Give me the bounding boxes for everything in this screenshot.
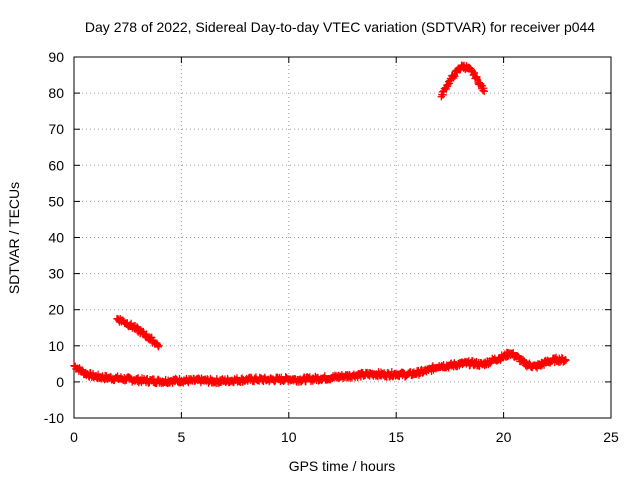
axis-ticks: 0 5 10 15 20 25 -10 0 10 20 30 40 50 60 70 80 90: [44, 49, 619, 445]
y-tick-label: 0: [56, 374, 64, 390]
x-tick-label: 10: [281, 429, 297, 445]
y-tick-label: 40: [48, 230, 64, 246]
y-axis-label: SDTVAR / TECUs: [6, 182, 22, 294]
data-point-fill: [561, 355, 569, 364]
x-tick-label: 15: [388, 429, 404, 445]
x-axis-label: GPS time / hours: [289, 458, 396, 474]
y-tick-label: 70: [48, 121, 64, 137]
y-tick-label: 50: [48, 193, 64, 209]
x-tick-label: 5: [178, 429, 186, 445]
x-tick-label: 0: [70, 429, 78, 445]
data-point: [480, 87, 488, 95]
y-tick-label: 80: [48, 85, 64, 101]
y-tick-label: 30: [48, 266, 64, 282]
data-points: [70, 61, 570, 388]
y-tick-label: 90: [48, 49, 64, 65]
x-tick-label: 20: [496, 429, 512, 445]
y-tick-label: 20: [48, 302, 64, 318]
y-tick-label: 10: [48, 338, 64, 354]
x-tick-label: 25: [603, 429, 619, 445]
data-point: [562, 356, 570, 364]
y-tick-label: 60: [48, 157, 64, 173]
y-tick-label: -10: [44, 410, 64, 426]
chart-title: Day 278 of 2022, Sidereal Day-to-day VTE…: [85, 19, 595, 35]
data-point-fill: [470, 69, 479, 77]
data-point: [155, 342, 163, 350]
